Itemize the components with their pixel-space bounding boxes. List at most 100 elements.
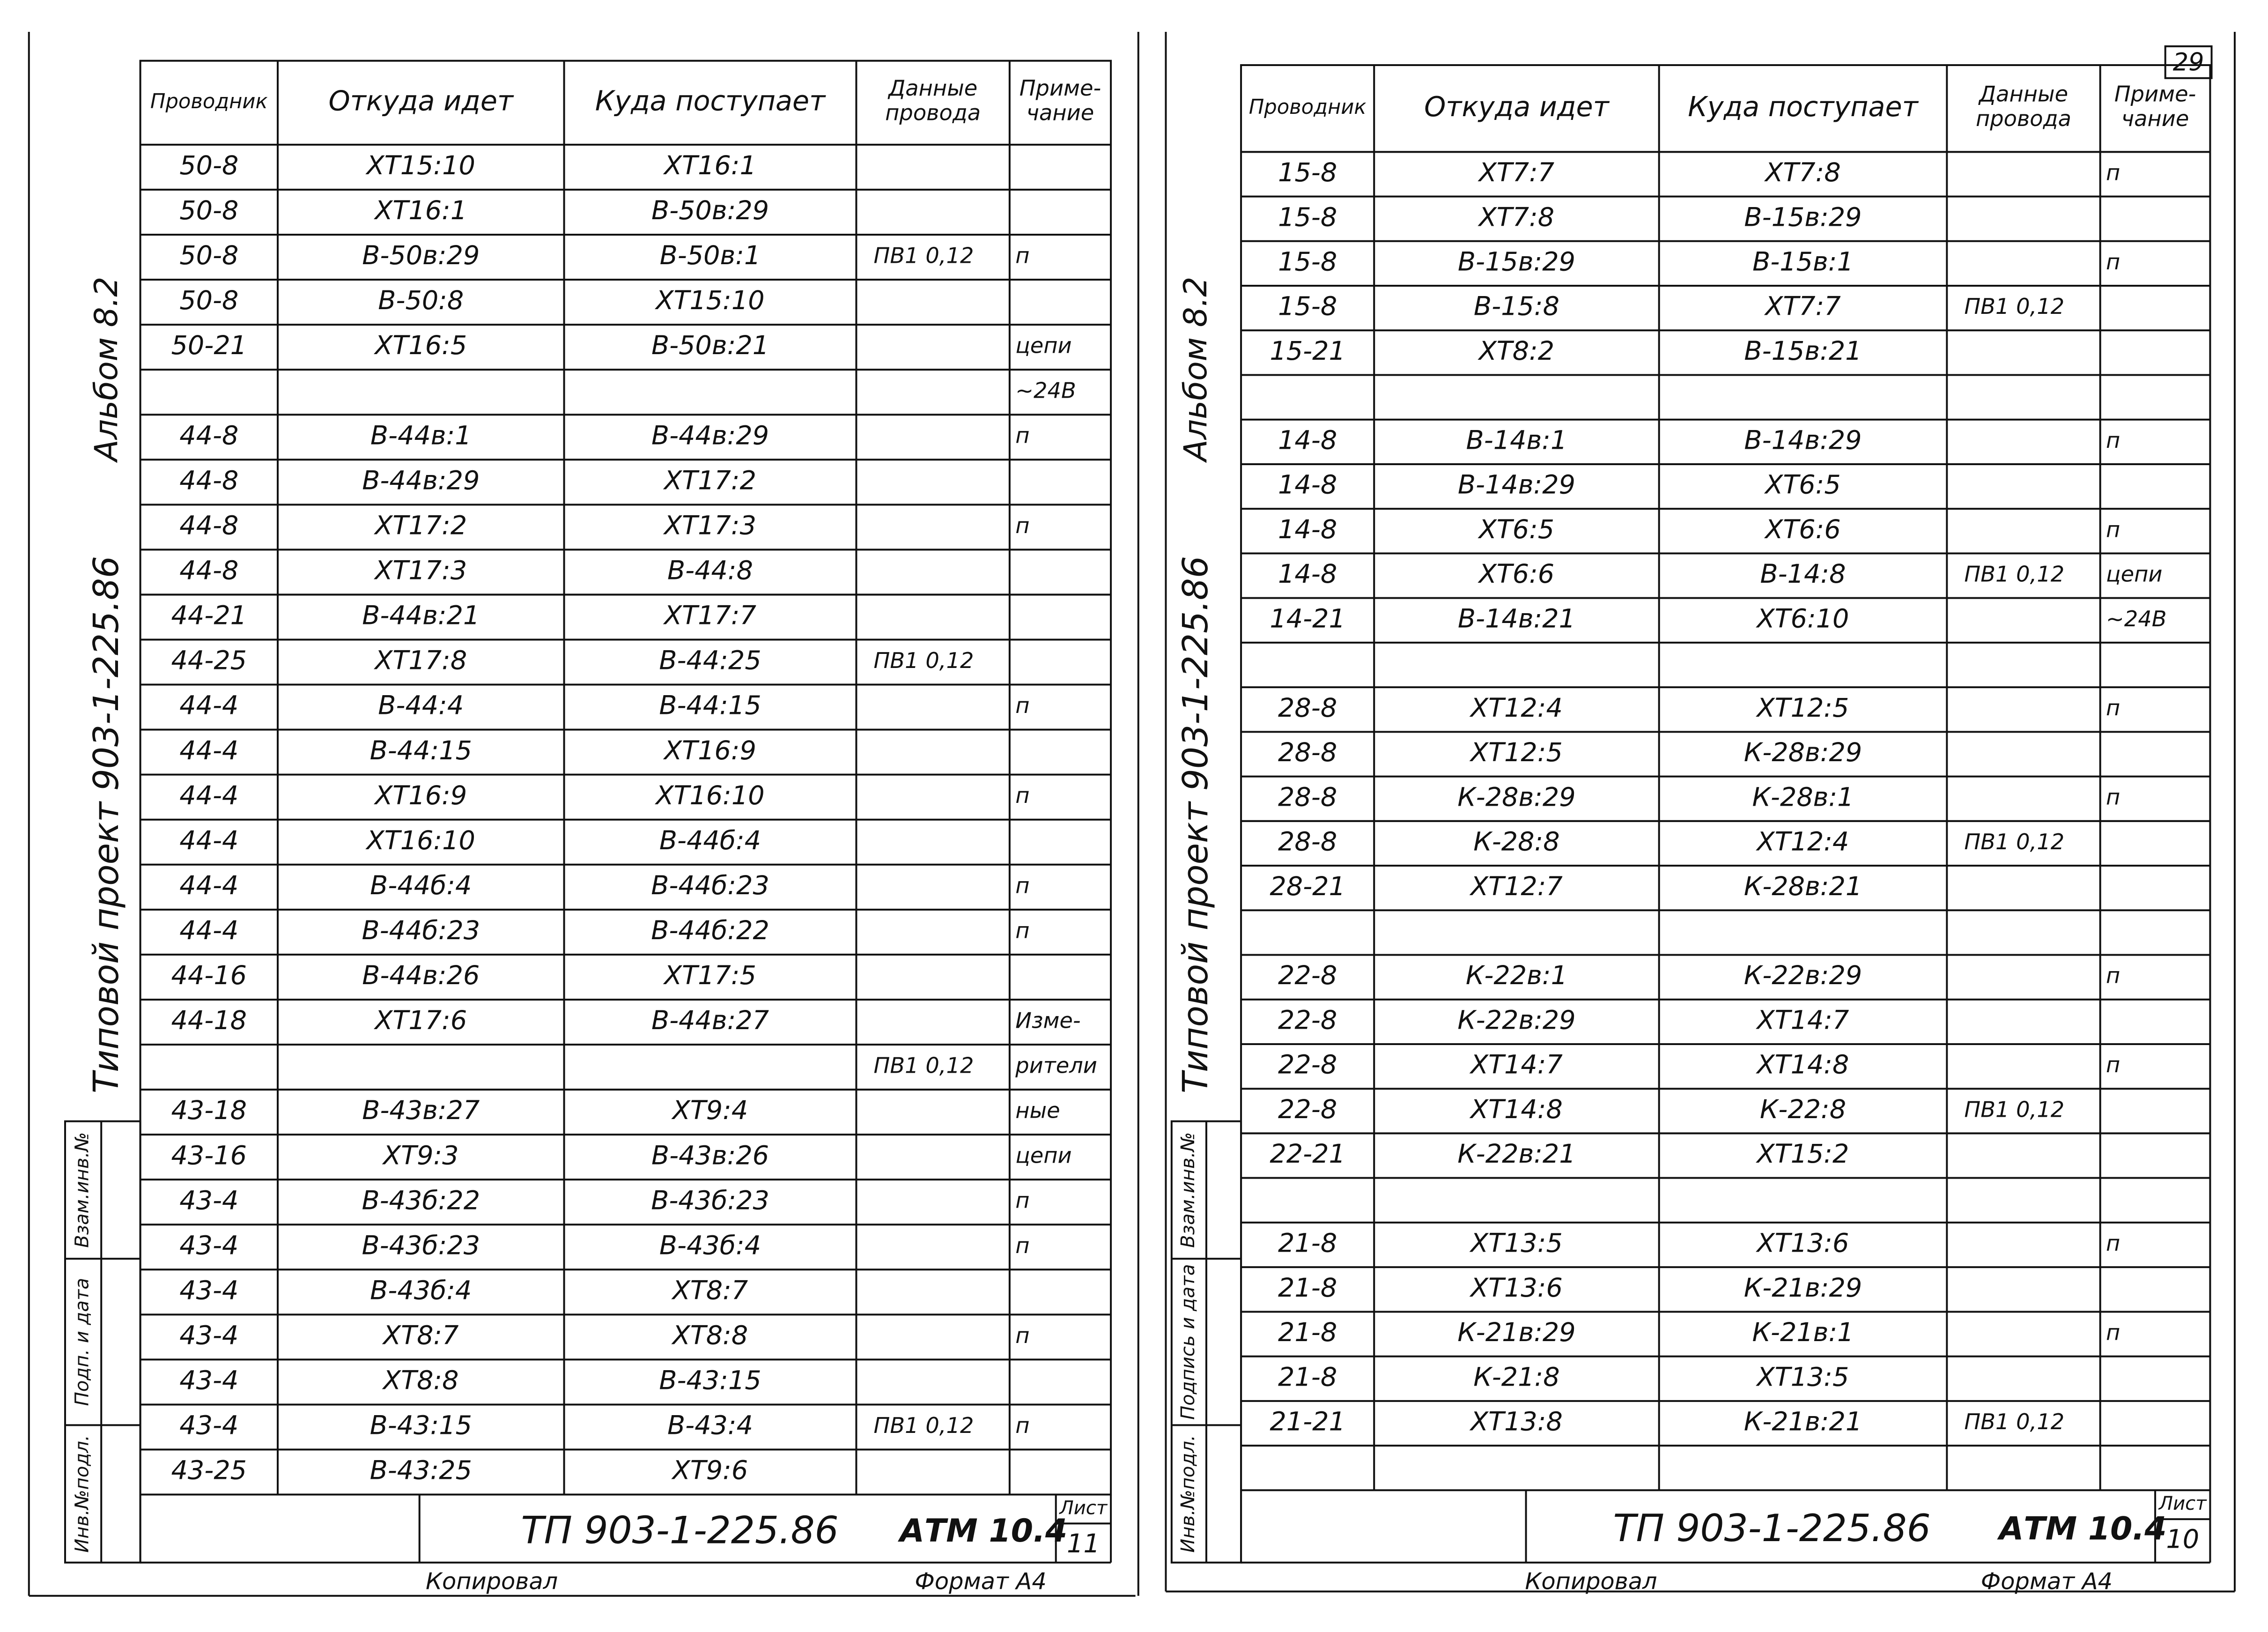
table-cell: ХТ6:5 — [1764, 470, 1840, 500]
table-cell: п — [2106, 1052, 2120, 1077]
table-cell: К-21в:1 — [1752, 1317, 1854, 1348]
table-cell: 21-21 — [1270, 1407, 1345, 1437]
column-header: Приме- — [2114, 81, 2196, 106]
column-header: Данные — [887, 75, 977, 101]
table-cell: 44-8 — [179, 465, 238, 496]
table-cell: ХТ17:3 — [373, 556, 467, 586]
table-cell: цепи — [2106, 562, 2162, 587]
table-cell: ХТ16:10 — [654, 780, 764, 811]
table-cell: В-44в:21 — [362, 601, 480, 631]
table-cell: 44-18 — [171, 1005, 247, 1036]
table-cell: В-44в:27 — [651, 1005, 769, 1036]
table-cell: п — [1015, 423, 1029, 448]
table-cell: п — [2106, 963, 2120, 988]
table-cell: ПВ1 0,12 — [874, 243, 974, 268]
title-code: ТП 903-1-225.86 — [1613, 1506, 1930, 1550]
table-cell: п — [1015, 873, 1029, 898]
column-header: провода — [1976, 106, 2071, 131]
table-cell: 44-8 — [179, 556, 238, 586]
album-label: Альбом 8.2 — [88, 276, 125, 463]
table-cell: ПВ1 0,12 — [1964, 1097, 2064, 1122]
footer-copied: Копировал — [1525, 1567, 1657, 1595]
table-cell: В-43б:23 — [651, 1185, 769, 1216]
table-cell: В-15в:1 — [1752, 247, 1854, 277]
table-cell: 28-8 — [1278, 782, 1337, 812]
table-cell: ХТ17:3 — [663, 510, 756, 541]
table-cell: В-44б:4 — [370, 870, 472, 901]
column-header: Откуда идет — [328, 85, 514, 117]
table-cell: ХТ16:9 — [663, 735, 756, 766]
table-cell: п — [2106, 1231, 2120, 1256]
table-cell: ПВ1 0,12 — [1964, 829, 2064, 854]
table-cell: В-50в:1 — [660, 240, 761, 271]
table-cell: В-44б:4 — [659, 825, 761, 856]
table-cell: ХТ8:2 — [1478, 336, 1554, 366]
table-cell: В-15в:29 — [1458, 247, 1575, 277]
footer-copied: Копировал — [426, 1567, 558, 1595]
table-cell: п — [1015, 1233, 1029, 1258]
stamp-frame — [64, 1120, 141, 1564]
table-cell: 28-21 — [1270, 871, 1345, 902]
table-cell: К-21:8 — [1473, 1362, 1559, 1392]
table-cell: цепи — [1015, 333, 1071, 358]
table-cell: В-44б:23 — [362, 915, 480, 946]
table-cell: В-43в:26 — [651, 1140, 769, 1171]
table-cell: ПВ1 0,12 — [874, 648, 974, 673]
table-cell: 28-8 — [1278, 827, 1337, 857]
sheet-label: Лист — [1059, 1497, 1108, 1519]
table-cell: 50-8 — [179, 150, 238, 181]
table-cell: В-43б:4 — [659, 1230, 761, 1261]
table-cell: 22-8 — [1278, 1005, 1337, 1035]
table-cell: п — [1015, 1323, 1029, 1348]
table-cell: 15-8 — [1278, 202, 1337, 232]
table-cell: 15-8 — [1278, 247, 1337, 277]
table-cell: 22-8 — [1278, 960, 1337, 991]
table-cell: ХТ6:5 — [1478, 514, 1554, 545]
table-cell: ПВ1 0,12 — [1964, 1409, 2064, 1434]
table-cell: 50-8 — [179, 285, 238, 316]
table-cell: В-15:8 — [1474, 291, 1559, 322]
table-cell: К-22:8 — [1760, 1094, 1846, 1125]
table-cell: В-14в:29 — [1744, 425, 1862, 455]
table-cell: п — [2106, 785, 2120, 810]
table-cell: К-22в:21 — [1457, 1139, 1575, 1169]
table-cell: ХТ15:2 — [1756, 1139, 1849, 1169]
stamp-label: Инв.№подл. — [1177, 1435, 1199, 1552]
table-cell: В-44:25 — [659, 645, 761, 676]
table-cell: К-28:8 — [1473, 827, 1559, 857]
table-cell: 14-8 — [1278, 425, 1337, 455]
table-cell: В-43б:22 — [362, 1185, 480, 1216]
sheet-number: 11 — [1067, 1528, 1100, 1559]
table-cell: ХТ13:5 — [1469, 1228, 1563, 1259]
title-code: ТП 903-1-225.86 — [521, 1508, 839, 1552]
table-cell: 22-21 — [1270, 1139, 1345, 1169]
table-cell: 14-21 — [1270, 603, 1345, 634]
table-cell: ХТ14:7 — [1756, 1005, 1849, 1035]
table-cell: п — [2106, 695, 2120, 720]
table-cell: 43-4 — [179, 1410, 238, 1441]
table-cell: п — [2106, 1320, 2120, 1345]
table-cell: ХТ14:7 — [1469, 1050, 1563, 1080]
table-cell: ХТ16:1 — [663, 150, 756, 181]
table-cell: В-50в:21 — [651, 330, 769, 361]
column-header: чание — [2121, 106, 2189, 131]
title-doc: АТМ 10.4 — [1997, 1510, 2167, 1547]
table-cell: К-28в:29 — [1744, 737, 1862, 768]
table-cell: п — [1015, 693, 1029, 718]
stamp-label: Подп. и дата — [72, 1278, 93, 1406]
table-cell: В-44:8 — [667, 556, 753, 586]
table-cell: п — [2106, 160, 2120, 185]
page-number: 29 — [2173, 48, 2204, 77]
table-cell: 21-8 — [1278, 1362, 1337, 1392]
table-cell: В-50:8 — [378, 285, 464, 316]
table-cell: 44-4 — [179, 735, 238, 766]
table-cell: ХТ8:7 — [671, 1275, 748, 1306]
page-number-box — [2164, 45, 2213, 79]
table-cell: 43-25 — [171, 1455, 247, 1486]
table-cell: В-44:15 — [370, 735, 472, 766]
table-cell: В-43:25 — [370, 1455, 472, 1486]
table-cell: 44-4 — [179, 780, 238, 811]
table-frame — [139, 59, 1112, 1496]
column-header: Откуда идет — [1424, 91, 1610, 123]
